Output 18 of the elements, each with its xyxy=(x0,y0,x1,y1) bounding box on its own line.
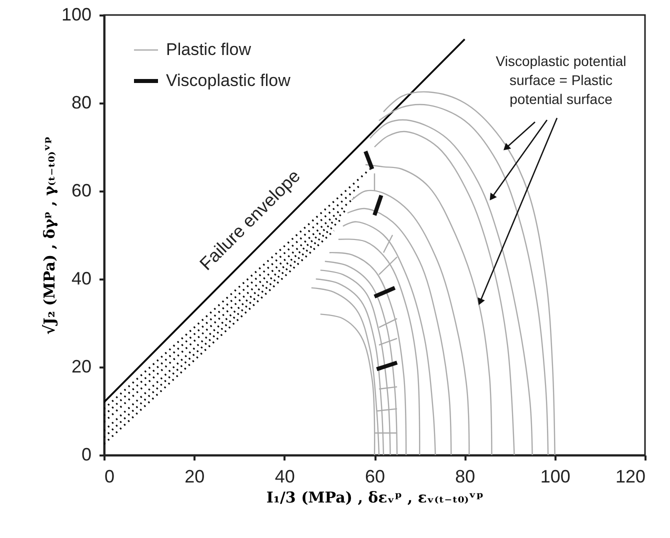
legend-label: Viscoplastic flow xyxy=(166,71,292,90)
x-tick-label: 120 xyxy=(615,466,646,486)
annotation: Viscoplastic potential surface = Plastic potential surface xyxy=(496,53,626,107)
y-axis-title: √J₂ (MPa) , δγᵖ , γ₍ₜ₋ₜ₀₎ᵛᵖ xyxy=(40,136,58,335)
x-tick-label: 20 xyxy=(184,466,205,486)
x-tick-label: 40 xyxy=(274,466,295,486)
x-tick-label: 80 xyxy=(455,466,476,486)
x-axis-title: I₁/3 (MPa) , δεᵥᵖ , εᵥ₍ₜ₋ₜ₀₎ᵛᵖ xyxy=(266,488,484,506)
y-tick-label: 20 xyxy=(71,356,92,376)
x-tick-label: 100 xyxy=(540,466,570,486)
y-tick-label: 0 xyxy=(81,444,92,464)
y-tick-label: 60 xyxy=(71,180,92,200)
legend-label: Plastic flow xyxy=(166,40,252,59)
y-tick-label: 80 xyxy=(71,92,92,112)
y-tick-label: 40 xyxy=(71,268,92,288)
y-tick-label: 100 xyxy=(61,4,92,24)
x-tick-label: 0 xyxy=(104,466,115,486)
x-tick-label: 60 xyxy=(364,466,386,486)
